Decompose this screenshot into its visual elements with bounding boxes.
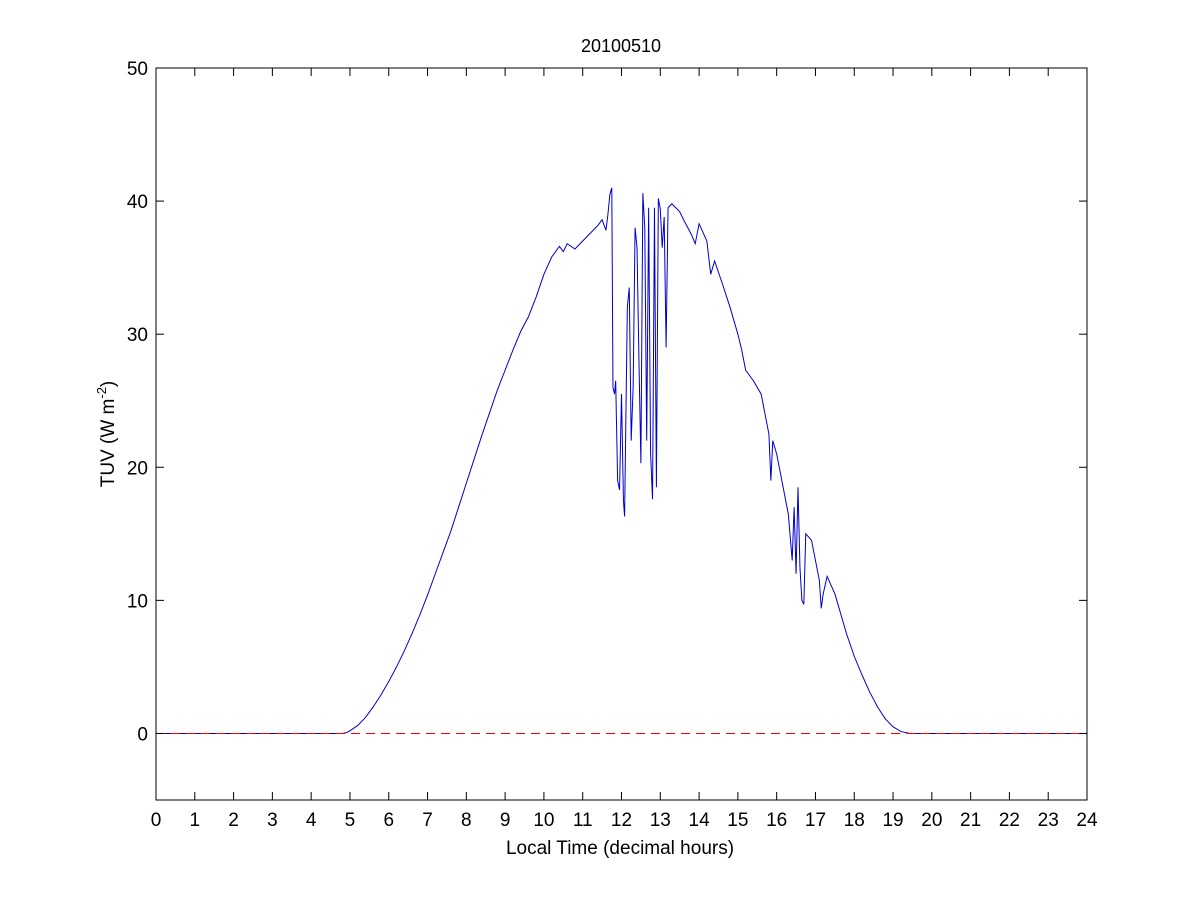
x-tick-label: 8 (461, 810, 472, 831)
x-axis-ticks: 0 1 2 3 4 5 6 7 8 9 10 11 12 13 14 15 16 17 18 19 20 21 22 23 24 (151, 68, 1098, 831)
x-tick-label: 22 (999, 810, 1020, 831)
y-tick-label: 30 (127, 325, 148, 346)
x-tick-label: 24 (1076, 810, 1098, 831)
y-tick-label: 50 (127, 59, 148, 80)
x-tick-label: 9 (500, 810, 511, 831)
y-axis-label-tail: ) (98, 381, 119, 387)
x-tick-label: 0 (151, 810, 162, 831)
x-tick-label: 18 (844, 810, 865, 831)
x-tick-label: 11 (573, 810, 593, 831)
y-axis-label-main: TUV (W m (98, 399, 119, 488)
x-tick-label: 5 (345, 810, 356, 831)
x-tick-label: 15 (727, 810, 748, 831)
x-tick-label: 3 (267, 810, 278, 831)
x-tick-label: 1 (190, 810, 201, 831)
x-tick-label: 10 (533, 810, 554, 831)
x-tick-label: 19 (882, 810, 903, 831)
x-tick-label: 13 (650, 810, 671, 831)
x-tick-label: 7 (422, 810, 433, 831)
x-tick-label: 14 (689, 810, 711, 831)
x-tick-label: 23 (1038, 810, 1059, 831)
plot-area (156, 68, 1087, 800)
x-tick-label: 20 (921, 810, 942, 831)
y-tick-label: 20 (127, 458, 148, 479)
y-axis-label: TUV (W m-2) (94, 381, 119, 488)
y-axis-ticks: 0 10 20 30 40 50 (127, 59, 1087, 745)
x-tick-label: 16 (766, 810, 787, 831)
y-axis-label-exponent: -2 (94, 387, 109, 399)
y-tick-label: 0 (137, 724, 148, 745)
y-tick-label: 40 (127, 192, 148, 213)
x-tick-label: 2 (228, 810, 239, 831)
x-tick-label: 21 (960, 810, 981, 831)
x-tick-label: 4 (306, 810, 317, 831)
x-axis-label: Local Time (decimal hours) (506, 838, 734, 859)
tuv-series-line (156, 187, 1087, 734)
x-tick-label: 12 (611, 810, 632, 831)
plot-marks (156, 187, 1087, 734)
chart-title: 20100510 (581, 36, 661, 56)
x-tick-label: 17 (805, 810, 826, 831)
y-tick-label: 10 (127, 591, 148, 612)
x-tick-label: 6 (383, 810, 394, 831)
